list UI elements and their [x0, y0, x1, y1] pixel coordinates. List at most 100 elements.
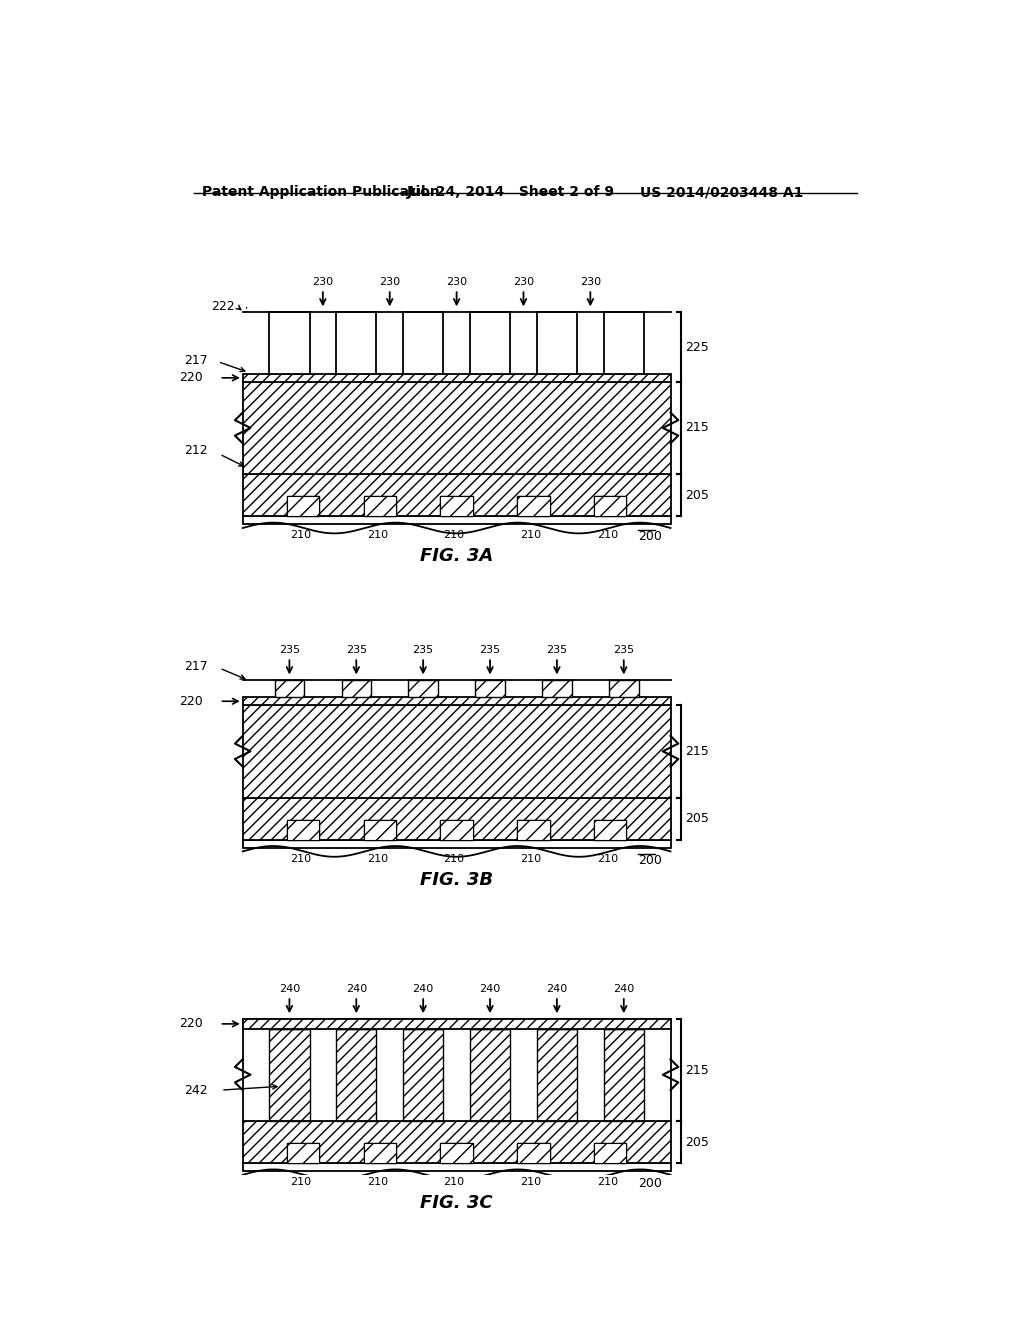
- Text: 210: 210: [597, 531, 618, 540]
- Text: 210: 210: [367, 1177, 388, 1187]
- Text: FIG. 3B: FIG. 3B: [420, 871, 494, 888]
- Text: 210: 210: [367, 854, 388, 863]
- Text: 205: 205: [685, 812, 709, 825]
- Text: 217: 217: [184, 354, 208, 367]
- Bar: [517, 496, 550, 516]
- Text: 215: 215: [685, 744, 709, 758]
- Bar: [243, 1121, 671, 1163]
- Text: 242: 242: [184, 1084, 208, 1097]
- Text: 220: 220: [178, 694, 203, 708]
- Text: 210: 210: [290, 854, 311, 863]
- Bar: [537, 1028, 578, 1121]
- Bar: [287, 1143, 319, 1163]
- Bar: [603, 313, 644, 374]
- Bar: [364, 1143, 396, 1163]
- Bar: [609, 681, 639, 697]
- Text: 235: 235: [613, 645, 634, 655]
- Text: 200: 200: [638, 531, 662, 544]
- Text: 210: 210: [443, 1177, 465, 1187]
- Text: 210: 210: [443, 854, 465, 863]
- Text: 235: 235: [547, 645, 567, 655]
- Text: 210: 210: [597, 1177, 618, 1187]
- Bar: [243, 374, 671, 381]
- Bar: [537, 1019, 578, 1028]
- Bar: [440, 1143, 473, 1163]
- Bar: [470, 1028, 510, 1121]
- Bar: [475, 681, 505, 697]
- Bar: [364, 820, 396, 840]
- Bar: [603, 1019, 644, 1028]
- Text: Patent Application Publication: Patent Application Publication: [202, 185, 439, 199]
- Text: 240: 240: [413, 983, 434, 994]
- Bar: [440, 496, 473, 516]
- Bar: [517, 820, 550, 840]
- Text: 222: 222: [211, 300, 234, 313]
- Bar: [603, 1028, 644, 1121]
- Bar: [594, 1143, 627, 1163]
- Bar: [409, 681, 438, 697]
- Text: 210: 210: [597, 854, 618, 863]
- Bar: [243, 1019, 671, 1028]
- Text: 205: 205: [685, 488, 709, 502]
- Bar: [243, 1163, 671, 1171]
- Bar: [287, 820, 319, 840]
- Bar: [517, 1143, 550, 1163]
- Text: 210: 210: [520, 531, 542, 540]
- Bar: [517, 496, 550, 516]
- Bar: [269, 313, 309, 374]
- Bar: [243, 1019, 671, 1121]
- Text: 217: 217: [184, 660, 208, 673]
- Text: Jul. 24, 2014   Sheet 2 of 9: Jul. 24, 2014 Sheet 2 of 9: [407, 185, 615, 199]
- Bar: [336, 1019, 377, 1028]
- Bar: [342, 681, 371, 697]
- Text: 240: 240: [279, 983, 300, 994]
- Bar: [440, 820, 473, 840]
- Text: 220: 220: [178, 1018, 203, 1031]
- Text: 235: 235: [279, 645, 300, 655]
- Bar: [517, 820, 550, 840]
- Bar: [243, 516, 671, 524]
- Text: 212: 212: [184, 445, 208, 458]
- Bar: [287, 820, 319, 840]
- Text: 230: 230: [580, 277, 601, 286]
- Bar: [403, 1019, 443, 1028]
- Bar: [440, 820, 473, 840]
- Text: 240: 240: [613, 983, 635, 994]
- Text: 230: 230: [446, 277, 467, 286]
- Text: 200: 200: [638, 854, 662, 867]
- Text: 240: 240: [346, 983, 367, 994]
- Bar: [269, 1019, 309, 1028]
- Text: 210: 210: [520, 1177, 542, 1187]
- Bar: [470, 1019, 510, 1028]
- Bar: [440, 496, 473, 516]
- Bar: [542, 681, 571, 697]
- Bar: [243, 381, 671, 474]
- Text: 240: 240: [546, 983, 567, 994]
- Bar: [243, 1028, 671, 1121]
- Text: 230: 230: [379, 277, 400, 286]
- Bar: [440, 1143, 473, 1163]
- Text: 205: 205: [685, 1135, 709, 1148]
- Text: 225: 225: [685, 341, 709, 354]
- Bar: [470, 313, 510, 374]
- Text: 210: 210: [367, 531, 388, 540]
- Bar: [364, 820, 396, 840]
- Bar: [364, 496, 396, 516]
- Text: 240: 240: [479, 983, 501, 994]
- Text: 200: 200: [638, 1177, 662, 1191]
- Bar: [336, 1028, 377, 1121]
- Bar: [364, 1143, 396, 1163]
- Text: 235: 235: [413, 645, 434, 655]
- Text: FIG. 3C: FIG. 3C: [420, 1195, 493, 1212]
- Bar: [594, 820, 627, 840]
- Bar: [403, 1028, 443, 1121]
- Bar: [243, 705, 671, 797]
- Text: 210: 210: [443, 531, 465, 540]
- Bar: [594, 820, 627, 840]
- Bar: [537, 313, 578, 374]
- Bar: [336, 313, 377, 374]
- Text: FIG. 3A: FIG. 3A: [420, 548, 494, 565]
- Bar: [364, 496, 396, 516]
- Text: 210: 210: [290, 531, 311, 540]
- Text: US 2014/0203448 A1: US 2014/0203448 A1: [640, 185, 803, 199]
